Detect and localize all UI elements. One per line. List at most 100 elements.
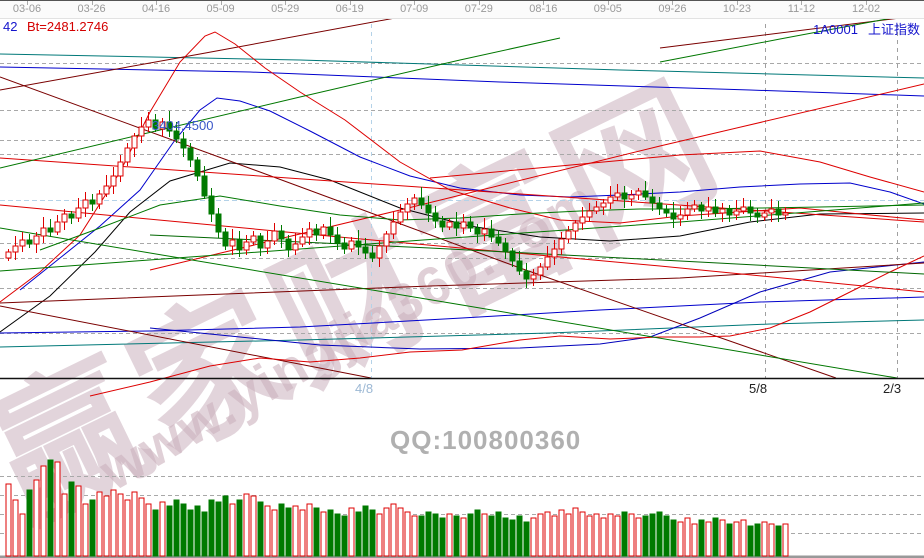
trend-line-maroon-ma <box>0 262 924 304</box>
volume-bar <box>726 523 733 557</box>
volume-bar <box>768 523 775 557</box>
date-label: 09-05 <box>593 3 622 15</box>
trend-line-red-lower <box>89 255 924 397</box>
candle-body <box>47 227 54 233</box>
volume-bar <box>89 499 96 557</box>
trend-line-blue-mid <box>149 261 924 350</box>
volume-bar <box>229 503 236 557</box>
volume-bar <box>579 511 586 557</box>
candle-body <box>593 206 600 212</box>
trend-line-green-ma <box>39 195 924 251</box>
bt-value-label: Bt=2481.2746 <box>27 19 109 34</box>
axis-tick <box>607 1 609 5</box>
candle-body <box>502 242 509 252</box>
candle-body <box>523 270 530 280</box>
candle-body <box>726 208 733 216</box>
volume-bar <box>649 513 656 557</box>
candle-body <box>19 239 26 247</box>
candle-body <box>5 251 12 259</box>
symbol-code: 1A0001 <box>813 22 858 37</box>
candle-body <box>670 212 677 220</box>
volume-bar <box>257 501 264 557</box>
candle-body <box>754 212 761 218</box>
candle-body <box>677 214 684 220</box>
volume-bar <box>82 503 89 557</box>
volume-bar <box>502 517 509 557</box>
candle-body <box>145 119 152 128</box>
volume-bar <box>719 519 726 557</box>
candle-body <box>159 121 166 130</box>
trend-line-green-rise-3 <box>0 202 924 272</box>
volume-bar <box>47 459 54 557</box>
candle-body <box>537 266 544 276</box>
candle-body <box>544 256 551 268</box>
volume-bar <box>124 499 131 557</box>
volume-bar <box>201 511 208 557</box>
volume-bar <box>558 509 565 557</box>
volume-bar <box>782 523 789 557</box>
candle-body <box>96 193 103 205</box>
candle-body <box>565 230 572 240</box>
volume-bar <box>131 491 138 557</box>
volume-bar <box>663 515 670 557</box>
trend-line-maroon-desc-2 <box>0 76 837 379</box>
axis-tick <box>736 1 738 5</box>
axis-tick <box>414 1 416 5</box>
trend-line-teal-upper <box>0 53 924 79</box>
candle-body <box>446 221 453 228</box>
trend-line-green-rise-2 <box>659 11 924 63</box>
volume-bar <box>418 515 425 557</box>
candle-body <box>684 208 691 216</box>
candle-body <box>530 274 537 280</box>
date-label: 03-06 <box>12 3 42 15</box>
volume-bar <box>390 503 397 557</box>
volume-bar <box>243 493 250 557</box>
volume-bar <box>439 517 446 557</box>
volume-bar <box>460 517 467 557</box>
candle-body <box>432 212 439 222</box>
candle-body <box>299 236 306 245</box>
volume-bar <box>208 499 215 557</box>
candle-body <box>124 147 131 163</box>
volume-bar <box>397 507 404 557</box>
candle-body <box>222 231 229 247</box>
candle-body <box>642 190 649 198</box>
volume-bar <box>635 517 642 557</box>
volume-bar <box>68 481 75 557</box>
trend-line-green-desc-23 <box>0 227 898 379</box>
volume-bar <box>600 517 607 557</box>
candle-body <box>495 236 502 244</box>
volume-bar <box>572 507 579 557</box>
watermark-qq: QQ:100800360 <box>390 425 582 455</box>
axis-tick <box>220 1 222 5</box>
volume-bar <box>250 495 257 557</box>
axis-tick <box>478 1 480 5</box>
volume-bar <box>453 515 460 557</box>
volume-bar <box>173 499 180 557</box>
candle-body <box>264 240 271 249</box>
candle-body <box>635 190 642 196</box>
volume-bar <box>194 505 201 557</box>
volume-bar <box>33 479 40 557</box>
candle-body <box>257 235 264 249</box>
candle-body <box>453 221 460 229</box>
candle-body <box>278 230 285 240</box>
date-label: 07-29 <box>464 3 493 15</box>
volume-bar <box>96 491 103 557</box>
axis-tick <box>672 1 674 5</box>
date-label: 06-19 <box>335 3 364 15</box>
volume-bar <box>516 515 523 557</box>
volume-bar <box>530 517 537 557</box>
trend-line-green-rise-1 <box>0 37 561 169</box>
candle-body <box>306 228 313 238</box>
candle-body <box>68 213 75 219</box>
date-label: 11-12 <box>787 3 816 15</box>
candle-body <box>586 210 593 218</box>
gann-label-5-8: 5/8 <box>749 381 768 396</box>
volume-bar <box>628 513 635 557</box>
volume-bar <box>222 495 229 557</box>
candle-body <box>663 208 670 214</box>
candle-body <box>89 199 96 205</box>
